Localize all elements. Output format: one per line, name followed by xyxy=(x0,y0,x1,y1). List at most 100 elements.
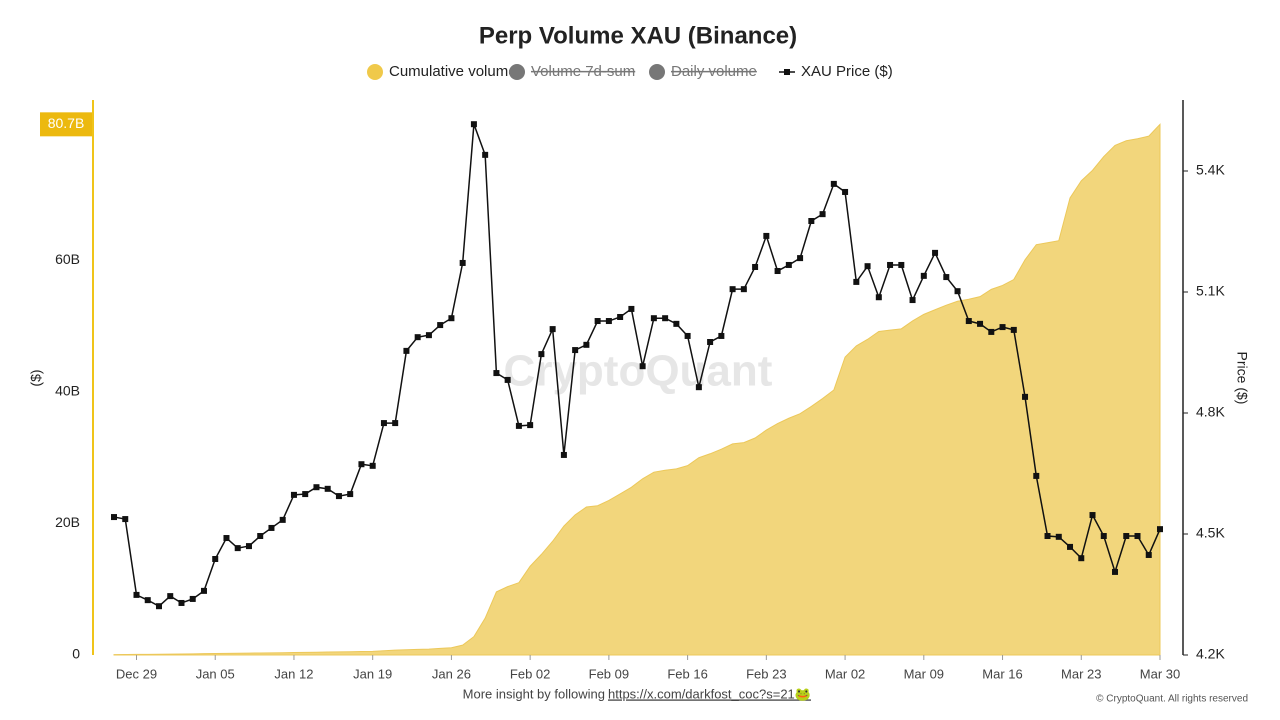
point-marker xyxy=(155,603,162,610)
watermark: CryptoQuant xyxy=(504,347,773,396)
point-marker xyxy=(707,339,714,346)
point-marker xyxy=(1123,533,1130,540)
point-marker xyxy=(1044,533,1051,540)
x-tick-label: Jan 19 xyxy=(353,666,392,681)
point-marker xyxy=(763,232,770,239)
point-marker xyxy=(1022,393,1029,400)
point-marker xyxy=(482,151,489,158)
point-marker xyxy=(358,461,365,468)
point-marker xyxy=(1100,533,1107,540)
point-marker xyxy=(493,370,500,377)
point-marker xyxy=(257,533,264,540)
chart-title: Perp Volume XAU (Binance) xyxy=(479,22,797,49)
point-marker xyxy=(718,332,725,339)
point-marker xyxy=(133,591,140,598)
y-axis-label: ($) xyxy=(28,369,44,386)
point-marker xyxy=(752,263,759,270)
x-tick-label: Mar 23 xyxy=(1061,666,1101,681)
point-marker xyxy=(797,255,804,262)
point-marker xyxy=(842,188,849,195)
y-tick-label: 40B xyxy=(55,383,80,399)
y2-axis-label: Price ($) xyxy=(1234,352,1250,405)
y2-tick-label: 4.2K xyxy=(1196,646,1225,662)
point-marker xyxy=(515,422,522,429)
point-marker xyxy=(111,514,117,521)
point-marker xyxy=(302,491,309,498)
x-tick-label: Feb 23 xyxy=(746,666,786,681)
x-tick-label: Mar 16 xyxy=(982,666,1022,681)
point-marker xyxy=(943,274,950,281)
point-marker xyxy=(167,593,174,600)
legend-label[interactable]: XAU Price ($) xyxy=(801,63,893,80)
point-marker xyxy=(785,261,792,268)
point-marker xyxy=(1134,533,1141,540)
x-tick-label: Dec 29 xyxy=(116,666,157,681)
footer-link[interactable]: https://x.com/darkfost_coc?s=21🐸 xyxy=(608,686,811,701)
point-marker xyxy=(1112,568,1119,575)
point-marker xyxy=(1067,543,1074,550)
x-tick-label: Feb 16 xyxy=(667,666,707,681)
point-marker xyxy=(527,422,534,429)
point-marker xyxy=(403,347,410,354)
x-tick-label: Jan 05 xyxy=(196,666,235,681)
point-marker xyxy=(864,263,871,270)
y-tick-label: 0 xyxy=(72,646,80,662)
y-tick-label: 20B xyxy=(55,514,80,530)
point-marker xyxy=(628,305,635,312)
x-tick-label: Feb 02 xyxy=(510,666,550,681)
point-marker xyxy=(223,535,230,542)
point-marker xyxy=(729,286,736,293)
point-marker xyxy=(920,272,927,279)
point-marker xyxy=(740,286,747,293)
value-badge xyxy=(40,112,92,137)
point-marker xyxy=(875,294,882,301)
point-marker xyxy=(459,259,466,266)
point-marker xyxy=(909,297,916,304)
point-marker xyxy=(335,493,342,500)
point-marker xyxy=(684,332,691,339)
point-marker xyxy=(819,211,826,218)
point-marker xyxy=(504,376,511,383)
x-tick-label: Mar 30 xyxy=(1140,666,1180,681)
x-tick-label: Jan 26 xyxy=(432,666,471,681)
point-marker xyxy=(369,462,376,469)
point-marker xyxy=(414,334,421,341)
x-tick-label: Mar 09 xyxy=(904,666,944,681)
point-marker xyxy=(212,556,219,563)
point-marker xyxy=(977,320,984,327)
footer-text: More insight by following xyxy=(463,686,605,701)
x-tick-label: Mar 02 xyxy=(825,666,865,681)
point-marker xyxy=(1145,551,1152,558)
legend-marker xyxy=(784,69,790,75)
area xyxy=(113,123,1161,656)
point-marker xyxy=(887,261,894,268)
point-marker xyxy=(347,491,354,498)
y-tick-label: 60B xyxy=(55,251,80,267)
legend-marker xyxy=(367,64,383,80)
point-marker xyxy=(853,278,860,285)
line xyxy=(113,123,1161,608)
point-marker xyxy=(538,351,545,358)
point-marker xyxy=(774,268,781,275)
legend-label[interactable]: Volume 7d-sum xyxy=(531,63,635,80)
point-marker xyxy=(808,218,815,225)
point-marker xyxy=(425,332,432,339)
legend-label[interactable]: Cumulative volume xyxy=(389,63,517,80)
point-marker xyxy=(549,326,556,333)
point-marker xyxy=(470,121,477,128)
legend-label[interactable]: Daily volume xyxy=(671,63,757,80)
point-marker xyxy=(189,595,196,602)
point-marker xyxy=(898,261,905,268)
point-marker xyxy=(1078,555,1085,562)
point-marker xyxy=(268,524,275,531)
point-marker xyxy=(605,318,612,325)
x-tick-label: Jan 12 xyxy=(274,666,313,681)
y2-tick-label: 5.4K xyxy=(1196,162,1225,178)
point-marker xyxy=(313,484,320,491)
point-marker xyxy=(954,288,961,295)
point-marker xyxy=(932,249,939,256)
point-marker xyxy=(144,597,151,604)
point-marker xyxy=(392,420,399,427)
point-marker xyxy=(673,320,680,327)
